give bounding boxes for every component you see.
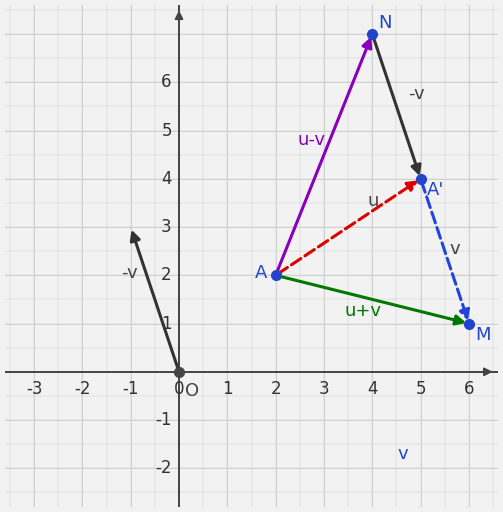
- Text: 2: 2: [161, 266, 172, 284]
- Text: 4: 4: [161, 170, 172, 188]
- Text: 2: 2: [270, 380, 281, 398]
- Text: v: v: [397, 445, 407, 463]
- Text: N: N: [378, 14, 392, 32]
- Text: 6: 6: [161, 73, 172, 91]
- Text: -2: -2: [74, 380, 91, 398]
- Text: 4: 4: [367, 380, 378, 398]
- Text: u: u: [368, 192, 379, 210]
- Text: O: O: [185, 382, 199, 400]
- Text: 6: 6: [464, 380, 474, 398]
- Text: -3: -3: [26, 380, 42, 398]
- Text: 0: 0: [174, 380, 184, 398]
- Text: -1: -1: [122, 380, 139, 398]
- Text: v: v: [450, 240, 460, 258]
- Text: -2: -2: [155, 459, 172, 477]
- Text: 5: 5: [415, 380, 426, 398]
- Text: -v: -v: [408, 86, 425, 103]
- Text: 3: 3: [161, 218, 172, 236]
- Text: 5: 5: [161, 121, 172, 140]
- Text: -1: -1: [155, 411, 172, 429]
- Text: A': A': [427, 181, 444, 199]
- Text: 3: 3: [319, 380, 329, 398]
- Text: A: A: [255, 264, 267, 282]
- Text: 1: 1: [222, 380, 233, 398]
- Text: u-v: u-v: [298, 131, 326, 149]
- Text: u+v: u+v: [344, 302, 381, 320]
- Text: -v: -v: [121, 264, 138, 282]
- Text: 1: 1: [161, 314, 172, 333]
- Text: M: M: [475, 326, 490, 344]
